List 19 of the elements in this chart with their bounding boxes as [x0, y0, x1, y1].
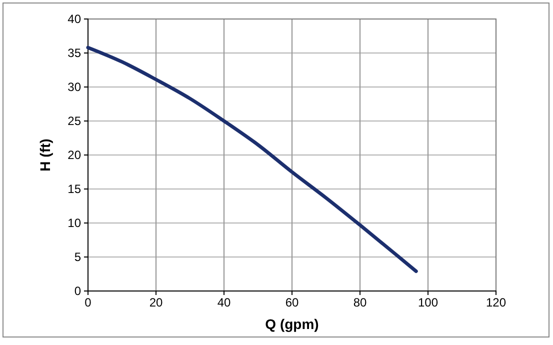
- x-tick-label: 40: [217, 296, 231, 310]
- y-tick-label: 0: [74, 284, 82, 298]
- y-tick-label: 25: [68, 114, 82, 128]
- x-tick-label: 0: [84, 296, 92, 310]
- x-tick-label: 20: [149, 296, 163, 310]
- y-tick-label: 40: [68, 12, 82, 26]
- x-tick-label: 80: [353, 296, 367, 310]
- line-series: [86, 46, 418, 274]
- x-tick-label: 120: [486, 296, 506, 310]
- y-tick-label: 35: [68, 46, 82, 60]
- x-tick-label: 100: [418, 296, 438, 310]
- y-tick-label: 20: [68, 148, 82, 162]
- x-axis-title: Q (gpm): [265, 316, 319, 332]
- y-axis-title: H (ft): [37, 138, 53, 172]
- y-tick-label: 5: [74, 250, 82, 264]
- y-tick-label: 15: [68, 182, 82, 196]
- y-tick-label: 30: [68, 80, 82, 94]
- y-tick-label: 10: [68, 216, 82, 230]
- x-tick-label: 60: [285, 296, 299, 310]
